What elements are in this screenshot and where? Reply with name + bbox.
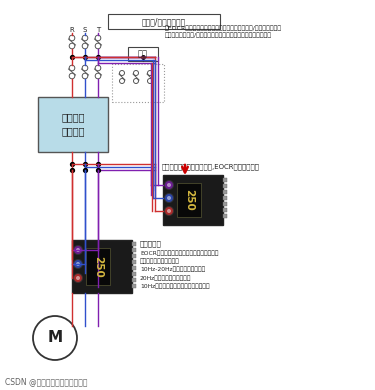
Bar (38, 97, 108, 152)
Circle shape (33, 316, 77, 360)
Bar (86, 248, 110, 285)
Text: S: S (83, 27, 87, 33)
Circle shape (76, 276, 80, 280)
Circle shape (165, 206, 174, 216)
Text: R: R (70, 27, 74, 33)
Bar (177, 183, 201, 217)
Circle shape (76, 262, 80, 266)
Text: T: T (96, 27, 100, 33)
Text: CSDN @上海韩施电气中国区总代: CSDN @上海韩施电气中国区总代 (5, 378, 87, 386)
Bar (108, 14, 220, 29)
Text: 旁路: 旁路 (138, 50, 148, 58)
Circle shape (167, 196, 171, 200)
Text: 以软启动器启动运行并保护,EOCR可安装于旁路: 以软启动器启动运行并保护,EOCR可安装于旁路 (162, 164, 260, 170)
Text: M: M (47, 330, 63, 346)
Circle shape (74, 245, 82, 255)
Text: 如EOCR与软启动器一起运用，必须安装于变频器/软启动器后方。
若安装在于变频器/软启动器前边，不能感应正确的电机电流值。: 如EOCR与软启动器一起运用，必须安装于变频器/软启动器后方。 若安装在于变频器… (165, 25, 282, 39)
Bar (128, 47, 158, 61)
Circle shape (167, 209, 171, 213)
Text: 250: 250 (184, 189, 194, 211)
Circle shape (165, 193, 174, 202)
Bar (72, 240, 132, 293)
Text: 变频器／
软启动器: 变频器／ 软启动器 (61, 112, 85, 136)
Text: 变频器/软启动器回路: 变频器/软启动器回路 (142, 17, 186, 26)
Bar (163, 175, 223, 225)
Text: EOCR供电电源最优选择为采用变压器供电。
若变频器输出的频率为：
10Hz-20Hz：采用低频旋转模式
20Hz以上，可用一般产品。
10Hz以下，使用特殊编: EOCR供电电源最优选择为采用变压器供电。 若变频器输出的频率为： 10Hz-2… (140, 250, 219, 289)
Circle shape (167, 183, 171, 187)
Circle shape (74, 259, 82, 268)
Text: 250: 250 (93, 255, 103, 277)
Text: 变频器回路: 变频器回路 (140, 240, 162, 246)
Circle shape (165, 181, 174, 190)
Circle shape (74, 273, 82, 282)
Circle shape (76, 248, 80, 252)
Bar (112, 64, 164, 102)
